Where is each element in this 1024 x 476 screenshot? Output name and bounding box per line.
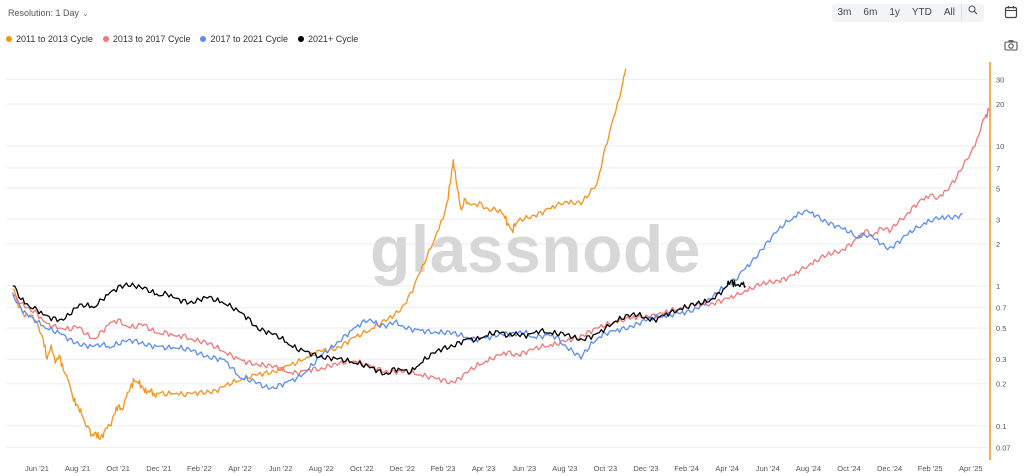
series-line-3[interactable]	[12, 279, 746, 376]
x-tick-label-17: Apr '24	[715, 464, 739, 473]
x-tick-label-3: Dec '21	[146, 464, 171, 473]
calendar-icon[interactable]	[1004, 5, 1018, 19]
x-tick-label-12: Jun '23	[512, 464, 536, 473]
y-tick-label-7: 2	[996, 240, 1000, 249]
x-tick-label-1: Aug '21	[65, 464, 90, 473]
range-ytd-button[interactable]: YTD	[911, 7, 932, 18]
resolution-select[interactable]: Resolution: 1 Day ⌄	[8, 8, 89, 18]
y-tick-label-11: 10	[996, 142, 1004, 151]
range-1y-button[interactable]: 1y	[889, 7, 900, 18]
legend-item-2021[interactable]: 2021+ Cycle	[298, 34, 358, 44]
x-tick-label-19: Aug '24	[796, 464, 821, 473]
series-line-0[interactable]	[12, 68, 627, 441]
x-tick-label-14: Oct '23	[594, 464, 618, 473]
x-tick-label-2: Oct '21	[106, 464, 130, 473]
legend-label-2011: 2011 to 2013 Cycle	[16, 34, 93, 44]
x-axis-ticks: Jun '21 Aug '21 Oct '21 Dec '21 Feb '22 Apr '…	[25, 464, 983, 473]
camera-icon[interactable]	[1004, 38, 1018, 51]
legend-item-2017[interactable]: 2017 to 2021 Cycle	[200, 34, 288, 44]
x-tick-label-13: Aug '23	[552, 464, 577, 473]
y-tick-label-13: 30	[996, 75, 1004, 84]
series-layer	[11, 68, 990, 441]
y-tick-label-10: 7	[996, 164, 1000, 173]
x-tick-label-18: Jun '24	[756, 464, 780, 473]
range-3m-button[interactable]: 3m	[837, 7, 852, 18]
legend-item-2011[interactable]: 2011 to 2013 Cycle	[6, 34, 93, 44]
x-tick-label-11: Apr '23	[472, 464, 496, 473]
x-tick-label-6: Jun '22	[269, 464, 293, 473]
x-tick-label-8: Oct '22	[350, 464, 374, 473]
y-tick-label-2: 0.2	[996, 380, 1006, 389]
y-tick-label-6: 1	[996, 282, 1000, 291]
legend-label-2013: 2013 to 2017 Cycle	[112, 34, 191, 44]
y-tick-label-12: 20	[996, 100, 1004, 109]
x-tick-label-0: Jun '21	[25, 464, 49, 473]
legend-dot-2017	[200, 36, 207, 42]
legend-item-2013[interactable]: 2013 to 2017 Cycle	[102, 34, 191, 44]
x-tick-label-22: Feb '25	[918, 464, 943, 473]
range-selector: 3m 6m 1y YTD All	[831, 4, 984, 22]
y-tick-label-4: 0.5	[996, 324, 1006, 333]
legend-dot-2013	[102, 36, 109, 42]
x-tick-label-5: Apr '22	[228, 464, 252, 473]
range-6m-button[interactable]: 6m	[863, 7, 878, 18]
x-tick-label-23: Apr '25	[959, 464, 983, 473]
x-tick-label-9: Dec '22	[390, 464, 415, 473]
series-line-1[interactable]	[12, 107, 990, 385]
x-tick-label-10: Feb '23	[431, 464, 456, 473]
y-tick-label-1: 0.1	[996, 422, 1006, 431]
chevron-down-icon: ⌄	[82, 8, 89, 18]
x-tick-label-21: Dec '24	[877, 464, 902, 473]
legend-label-2017: 2017 to 2021 Cycle	[210, 34, 289, 44]
y-tick-label-5: 0.7	[996, 304, 1006, 313]
grid-lines	[6, 78, 988, 448]
x-tick-label-7: Aug '22	[309, 464, 334, 473]
y-axis-ticks: 0.07 0.1 0.2 0.3 0.5 0.7 1 2 3 5 7 10 20 30	[996, 75, 1011, 452]
chart-legend: 2011 to 2013 Cycle 2013 to 2017 Cycle 20…	[6, 34, 358, 44]
y-tick-label-9: 5	[996, 184, 1000, 193]
watermark-text: glassnode	[370, 212, 701, 286]
x-tick-label-4: Feb '22	[187, 464, 212, 473]
range-all-button[interactable]: All	[943, 7, 955, 18]
x-tick-label-15: Dec '23	[633, 464, 658, 473]
y-tick-label-8: 3	[996, 215, 1000, 224]
resolution-label: Resolution: 1 Day	[8, 8, 80, 18]
y-tick-label-0: 0.07	[996, 443, 1011, 452]
zoom-in-icon[interactable]	[961, 4, 984, 22]
legend-label-2021: 2021+ Cycle	[308, 34, 359, 44]
y-tick-label-3: 0.3	[996, 355, 1006, 364]
legend-dot-2011	[6, 36, 12, 42]
x-tick-label-20: Oct '24	[837, 464, 861, 473]
x-tick-label-16: Feb '24	[674, 464, 699, 473]
legend-dot-2021	[298, 36, 305, 42]
